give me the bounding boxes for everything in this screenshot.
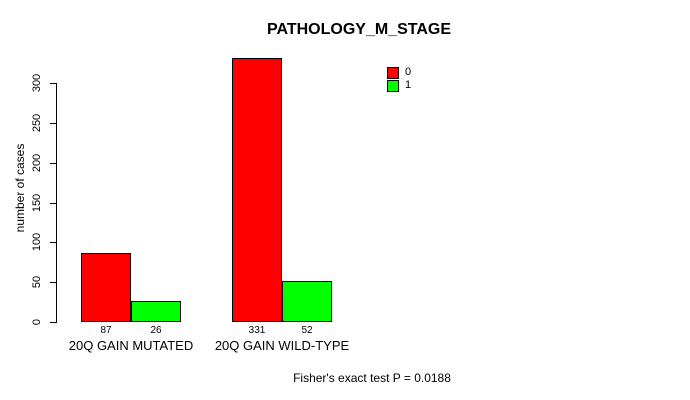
legend-label-1: 1 [405,79,412,91]
legend-item-0: 0 [387,66,411,79]
legend-label-0: 0 [405,66,412,78]
footer-text: Fisher's exact test P = 0.0188 [293,371,451,385]
bar-value-label: 52 [301,325,313,336]
bar-value-label: 331 [248,325,266,336]
y-tick-mark [50,242,56,243]
chart-title: PATHOLOGY_M_STAGE [266,21,452,38]
legend: 0 1 [387,66,411,92]
y-tick-label: 150 [31,193,43,213]
legend-swatch-red [387,66,399,79]
y-tick-mark [50,282,56,283]
legend-swatch-green [387,79,399,92]
y-axis-line [56,83,57,323]
bar-value-label: 26 [150,325,162,336]
bar-1-group-1 [282,281,332,322]
category-label: 20Q GAIN WILD-TYPE [214,338,350,353]
legend-item-1: 1 [387,79,411,92]
y-tick-mark [50,163,56,164]
y-tick-label: 200 [31,153,43,173]
y-tick-mark [50,83,56,84]
category-label: 20Q GAIN MUTATED [68,338,194,353]
y-tick-mark [50,203,56,204]
bar-1-group-0 [131,301,181,322]
bar-0-group-1 [232,58,282,322]
y-tick-label: 100 [31,232,43,252]
y-tick-label: 250 [31,113,43,133]
y-tick-label: 50 [31,275,43,289]
y-tick-mark [50,322,56,323]
bar-0-group-0 [81,253,131,322]
y-tick-label: 0 [31,318,43,326]
y-tick-mark [50,123,56,124]
y-tick-label: 300 [31,73,43,93]
bar-value-label: 87 [100,325,112,336]
y-axis-label: number of cases [13,143,27,233]
